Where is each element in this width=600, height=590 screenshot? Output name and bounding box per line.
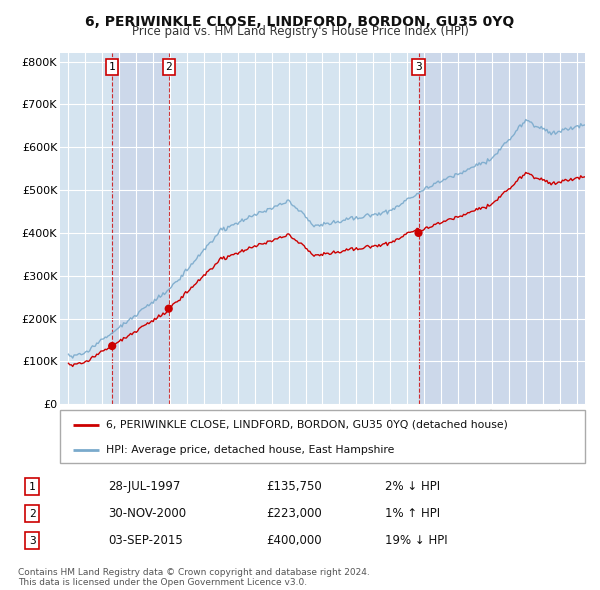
Text: 30-NOV-2000: 30-NOV-2000 [108,507,187,520]
Text: 2: 2 [29,509,35,519]
FancyBboxPatch shape [60,410,585,463]
Text: 2: 2 [166,62,172,72]
Text: Price paid vs. HM Land Registry's House Price Index (HPI): Price paid vs. HM Land Registry's House … [131,25,469,38]
Text: 19% ↓ HPI: 19% ↓ HPI [385,534,447,548]
Text: £135,750: £135,750 [266,480,322,493]
Bar [112,53,169,404]
Bar [60,53,112,404]
Bar [419,53,585,404]
Text: £223,000: £223,000 [266,507,322,520]
Text: 28-JUL-1997: 28-JUL-1997 [108,480,181,493]
Text: HPI: Average price, detached house, East Hampshire: HPI: Average price, detached house, East… [106,445,395,455]
Point [414,228,424,238]
Text: 2% ↓ HPI: 2% ↓ HPI [385,480,440,493]
Text: £400,000: £400,000 [266,534,322,548]
Text: 1% ↑ HPI: 1% ↑ HPI [385,507,440,520]
Text: 1: 1 [109,62,116,72]
Text: 6, PERIWINKLE CLOSE, LINDFORD, BORDON, GU35 0YQ: 6, PERIWINKLE CLOSE, LINDFORD, BORDON, G… [85,15,515,29]
Text: 3: 3 [415,62,422,72]
Text: Contains HM Land Registry data © Crown copyright and database right 2024.
This d: Contains HM Land Registry data © Crown c… [18,568,370,587]
Text: 6, PERIWINKLE CLOSE, LINDFORD, BORDON, GU35 0YQ (detached house): 6, PERIWINKLE CLOSE, LINDFORD, BORDON, G… [106,420,508,430]
Point [164,304,173,313]
Bar [169,53,419,404]
Text: 3: 3 [29,536,35,546]
Text: 1: 1 [29,481,35,491]
Point [107,341,117,350]
Text: 03-SEP-2015: 03-SEP-2015 [108,534,183,548]
